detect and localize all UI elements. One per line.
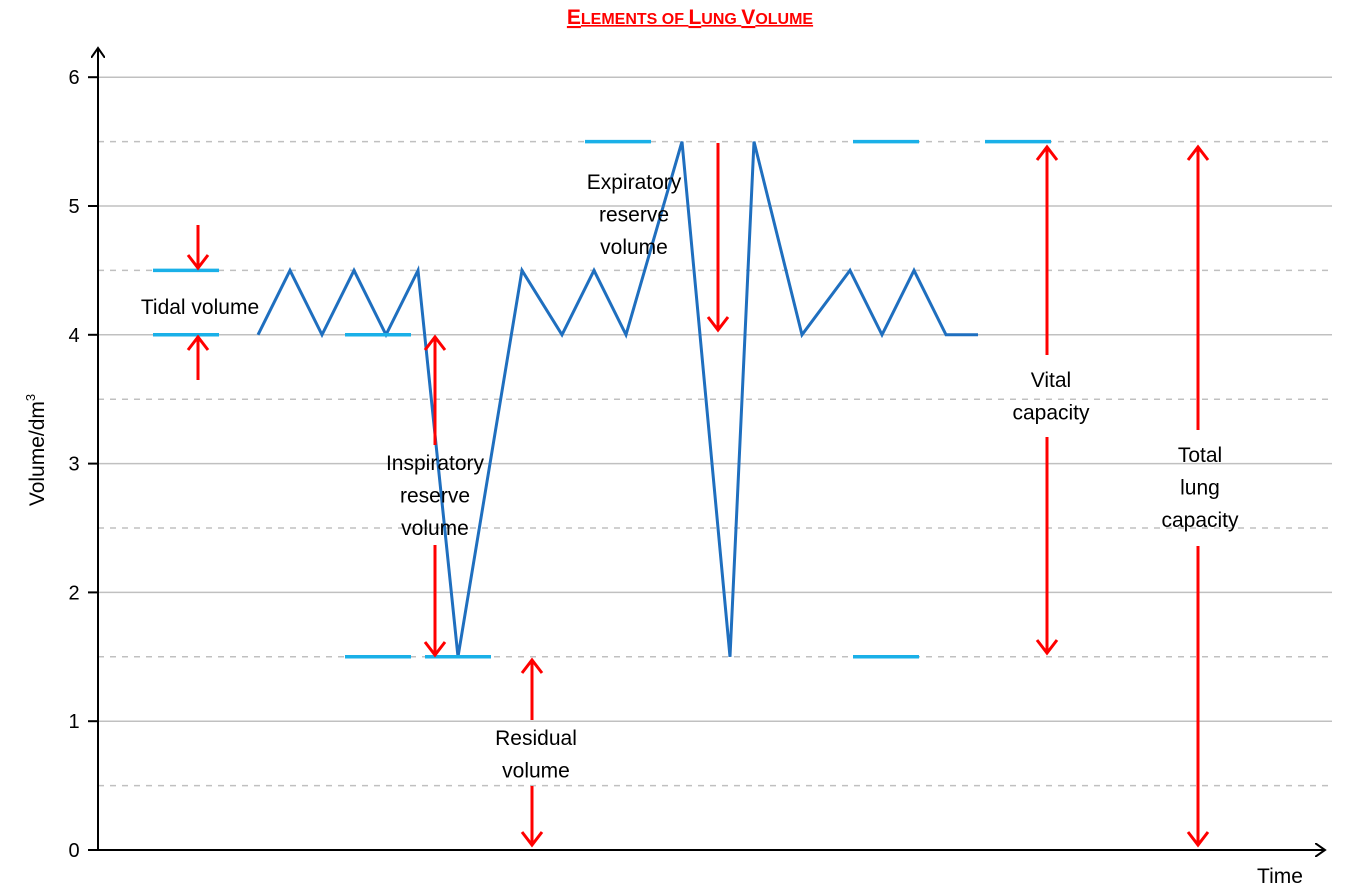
expiratory-reserve-label-line: volume — [600, 236, 668, 259]
total-lung-capacity-label-line: capacity — [1161, 509, 1239, 532]
title-rest-2: UNG — [701, 11, 741, 28]
y-tick-label: 5 — [68, 196, 79, 218]
rv-arrow-head-top — [520, 657, 544, 674]
y-tick-labels: 0 1 2 3 4 5 6 — [68, 67, 98, 862]
y-tick-label: 2 — [68, 582, 79, 604]
tidal-arrow-head-top — [186, 254, 210, 271]
tlc-arrow-head-top — [1186, 144, 1210, 161]
expiratory-reserve-label-line: Expiratory — [587, 171, 682, 194]
vital-capacity-label-line: capacity — [1012, 402, 1090, 425]
inspiratory-reserve-label-line: Inspiratory — [386, 452, 485, 475]
inspiratory-reserve-label-line: volume — [401, 517, 469, 540]
y-axis-label: Volume/dm3 — [23, 394, 49, 506]
tlc-arrow-head-bottom — [1186, 831, 1210, 848]
annotation-arrows — [186, 143, 1210, 848]
vc-arrow-head-top — [1035, 144, 1059, 161]
expiratory-reserve-label-line: reserve — [599, 204, 669, 227]
total-lung-capacity-label: Total lung capacity — [1161, 444, 1239, 532]
y-tick-label: 4 — [68, 325, 79, 347]
tidal-arrow-head-bottom — [186, 334, 210, 351]
total-lung-capacity-label-line: Total — [1178, 444, 1222, 467]
y-tick-label: 1 — [68, 711, 79, 733]
title-rest-1: LEMENTS OF — [581, 11, 689, 28]
inspiratory-reserve-label: Inspiratory reserve volume — [386, 452, 485, 540]
x-axis-label: Time — [1257, 865, 1303, 888]
residual-volume-label: Residual volume — [495, 727, 577, 783]
chart-title: ELEMENTS OF LUNG VOLUME — [567, 6, 814, 29]
y-tick-label: 0 — [68, 840, 79, 862]
erv-arrow-head — [706, 316, 730, 333]
rv-arrow-head-bottom — [520, 831, 544, 848]
title-rest-3: OLUME — [755, 11, 813, 28]
vital-capacity-label-line: Vital — [1031, 369, 1071, 392]
level-markers — [153, 139, 1051, 659]
grid-lines — [98, 76, 1332, 787]
expiratory-reserve-label: Expiratory reserve volume — [587, 171, 682, 259]
tidal-volume-label-line: Tidal volume — [141, 296, 259, 319]
total-lung-capacity-label-line: lung — [1180, 477, 1220, 500]
residual-volume-label-line: volume — [502, 760, 570, 783]
irv-arrow-head-top — [423, 334, 447, 351]
vital-capacity-label: Vital capacity — [1012, 369, 1090, 425]
residual-volume-label-line: Residual — [495, 727, 577, 750]
y-tick-label: 3 — [68, 454, 79, 476]
tidal-volume-label: Tidal volume — [141, 296, 259, 319]
series-layer — [256, 141, 978, 658]
inspiratory-reserve-label-line: reserve — [400, 485, 470, 508]
title-cap-1: E — [567, 6, 581, 29]
y-tick-label: 6 — [68, 67, 79, 89]
title-cap-2: L — [688, 6, 701, 29]
title-cap-3: V — [741, 6, 755, 29]
volume-trace — [256, 141, 978, 658]
vc-arrow-head-bottom — [1035, 639, 1059, 656]
irv-arrow-head-bottom — [423, 641, 447, 658]
